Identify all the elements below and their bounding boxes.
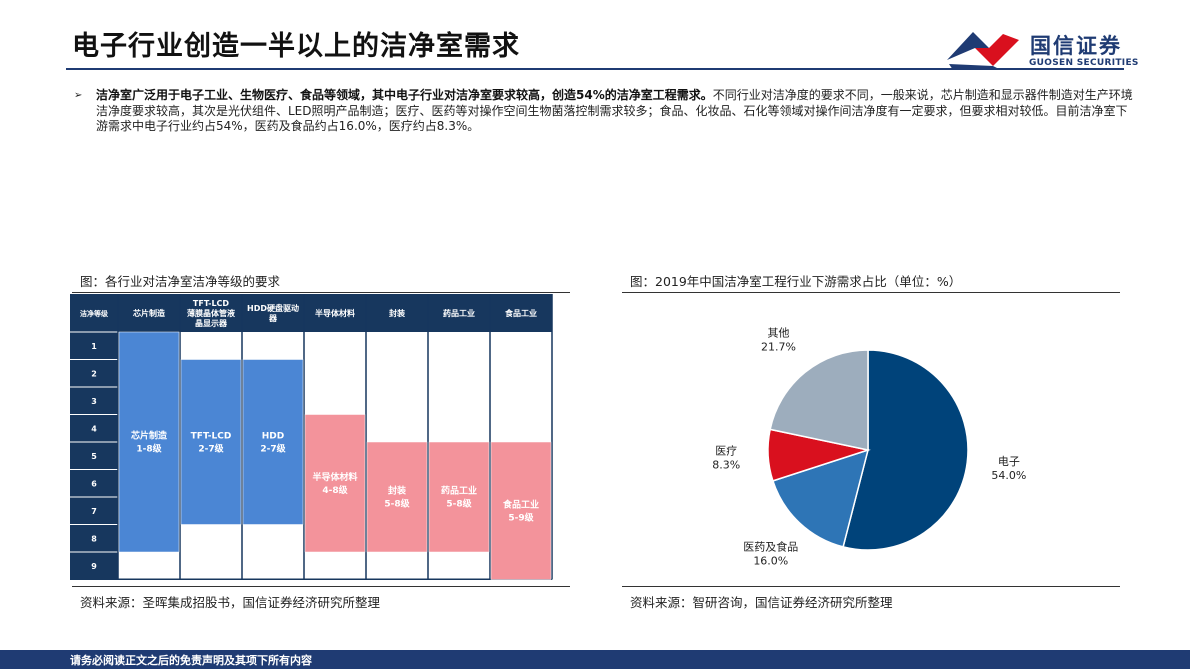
guosen-logo-icon	[947, 32, 1019, 70]
grade-column	[70, 332, 118, 580]
right-source-rule	[622, 586, 1120, 587]
grade-label: 2	[91, 369, 97, 378]
pie-label-name-3: 医疗	[715, 444, 737, 458]
pie-label-name-2: 医药及食品	[743, 540, 798, 554]
grade-range-bar-5	[366, 441, 428, 553]
left-figure-caption: 图：各行业对洁净室洁净等级的要求	[80, 274, 281, 289]
summary-text: 不同行业对洁净度的要求不同，一般来说，芯片制造和显示器件制造对生产环境洁净度要求…	[96, 88, 1133, 133]
grade-range-label-7: 食品工业 5-9级	[502, 498, 539, 523]
header-3: HDD硬盘驱动器	[247, 303, 299, 323]
pie-label-value-3: 8.3%	[712, 459, 740, 472]
grade-range-label-6: 药品工业 5-8级	[441, 485, 477, 510]
grade-label: 3	[91, 397, 97, 406]
grade-label: 1	[91, 342, 97, 351]
pie-slice-1	[842, 349, 969, 551]
logo-text-en: GUOSEN SECURITIES	[1029, 58, 1139, 68]
grade-range-bar-1	[118, 331, 180, 553]
grade-range-bar-2	[180, 359, 242, 525]
grade-range-label-3: HDD 2-7级	[260, 432, 286, 455]
left-figure-source: 资料来源：圣晖集成招股书，国信证券经济研究所整理	[80, 595, 381, 610]
right-figure-source: 资料来源：智研咨询，国信证券经济研究所整理	[630, 595, 893, 610]
header-5: 封装	[389, 308, 405, 318]
grade-label: 4	[91, 424, 97, 433]
header-4: 半导体材料	[315, 308, 355, 318]
grade-range-label-4: 半导体材料 4-8级	[312, 471, 357, 496]
grade-range-bar-7	[490, 441, 552, 580]
header-7: 食品工业	[505, 308, 537, 318]
header-1: 芯片制造	[133, 308, 165, 318]
grade-range-bar-3	[242, 359, 304, 525]
grade-range-label-1: 芯片制造 1-8级	[131, 430, 168, 455]
page-title: 电子行业创造一半以上的洁净室需求	[72, 31, 520, 62]
footer-disclaimer: 请务必阅读正文之后的免责声明及其项下所有内容	[70, 654, 312, 667]
bullet-arrow-icon: ➢	[74, 90, 83, 101]
pie-slice-2	[771, 448, 870, 548]
left-source-rule	[72, 586, 570, 587]
pie-slice-4	[769, 349, 869, 451]
grade-range-bar-4	[304, 414, 366, 553]
table-header-row	[70, 294, 552, 332]
grade-label: 7	[91, 507, 97, 516]
summary-bold: 洁净室广泛用于电子工业、生物医疗、食品等领域，其中电子行业对洁净室要求较高，创造…	[96, 88, 713, 102]
footer-bar: 请务必阅读正文之后的免责声明及其项下所有内容	[0, 650, 1190, 669]
header-grade-label: 洁净等级	[80, 309, 109, 318]
left-caption-rule	[72, 292, 570, 293]
pie-label-value-2: 16.0%	[753, 555, 788, 568]
grade-label: 8	[91, 534, 97, 543]
summary-paragraph: ➢ 洁净室广泛用于电子工业、生物医疗、食品等领域，其中电子行业对洁净室要求较高，…	[74, 88, 1134, 135]
grade-label: 9	[91, 562, 97, 571]
right-caption-rule	[622, 292, 1120, 293]
header-2: TFT-LCD 薄膜晶体管液晶显示器	[187, 299, 235, 328]
grade-range-label-5: 封装 5-8级	[384, 485, 410, 510]
title-divider	[66, 68, 1124, 70]
pie-label-name-1: 电子	[998, 455, 1020, 468]
grade-label: 6	[91, 479, 97, 488]
header-6: 药品工业	[443, 308, 475, 318]
pie-label-name-4: 其他	[768, 327, 790, 340]
grade-label: 5	[91, 452, 97, 461]
pie-label-value-1: 54.0%	[991, 469, 1026, 482]
logo-text-cn: 国信证券	[1030, 34, 1122, 58]
right-figure-caption: 图：2019年中国洁净室工程行业下游需求占比（单位：%）	[630, 274, 962, 289]
grade-range-label-2: TFT-LCD 2-7级	[191, 432, 232, 455]
grade-range-bar-6	[428, 441, 490, 553]
pie-label-value-4: 21.7%	[761, 341, 796, 354]
